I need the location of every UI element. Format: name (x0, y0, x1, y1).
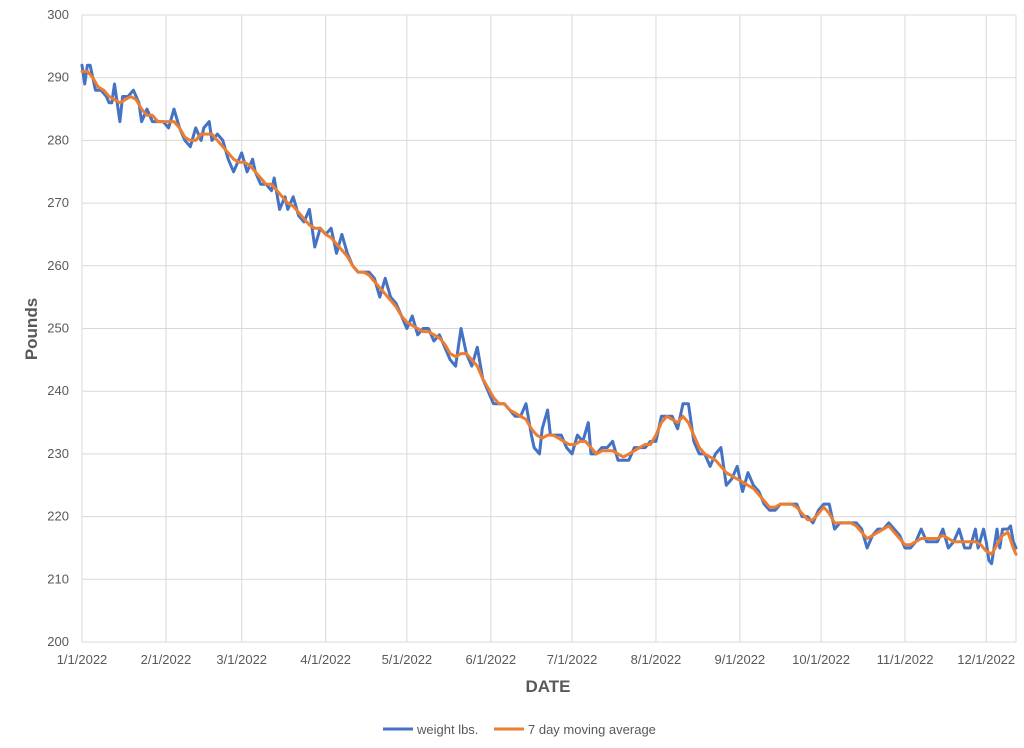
series-lines (80, 63, 1018, 566)
y-tick-label: 220 (47, 509, 69, 524)
x-tick-label: 3/1/2022 (216, 652, 267, 667)
x-tick-label: 10/1/2022 (792, 652, 850, 667)
x-axis-tick-labels: 1/1/2022 2/1/2022 3/1/2022 4/1/2022 5/1/2022… (57, 652, 1015, 667)
x-tick-label: 11/1/2022 (877, 652, 934, 667)
x-tick-label: 4/1/2022 (300, 652, 351, 667)
x-tick-label: 9/1/2022 (715, 652, 766, 667)
y-tick-label: 300 (47, 7, 69, 22)
x-tick-label: 12/1/2022 (957, 652, 1015, 667)
y-axis-title: Pounds (22, 298, 41, 360)
x-tick-label: 2/1/2022 (141, 652, 192, 667)
series-line-moving-average (80, 69, 1018, 556)
x-tick-label: 8/1/2022 (631, 652, 682, 667)
legend: weight lbs. 7 day moving average (383, 722, 656, 737)
y-tick-label: 260 (47, 258, 69, 273)
y-tick-label: 270 (47, 195, 69, 210)
y-tick-label: 280 (47, 132, 69, 147)
gridlines (81, 14, 1017, 643)
y-tick-label: 290 (47, 70, 69, 85)
y-tick-label: 240 (47, 383, 69, 398)
x-axis-title: DATE (525, 677, 570, 696)
y-tick-label: 250 (47, 321, 69, 336)
x-tick-label: 6/1/2022 (465, 652, 516, 667)
x-tick-label: 5/1/2022 (382, 652, 433, 667)
y-tick-label: 210 (47, 571, 69, 586)
legend-label-weight: weight lbs. (416, 722, 478, 737)
y-tick-label: 200 (47, 634, 69, 649)
y-tick-label: 230 (47, 446, 69, 461)
x-tick-label: 7/1/2022 (547, 652, 598, 667)
legend-label-moving-average: 7 day moving average (528, 722, 656, 737)
y-axis-tick-labels: 200 210 220 230 240 250 260 270 280 290 300 (47, 7, 69, 649)
x-tick-label: 1/1/2022 (57, 652, 108, 667)
